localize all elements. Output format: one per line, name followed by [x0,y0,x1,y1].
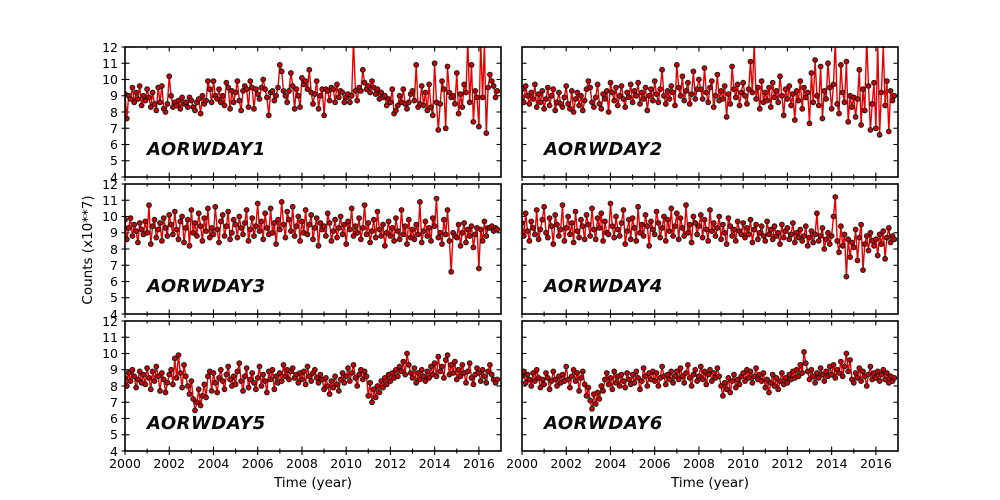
panel-label: AORWDAY5 [147,413,266,434]
panel-aorwday1 [121,46,502,181]
y-tick-label: 10 [102,209,118,224]
tick-marks [121,46,501,181]
x-tick-label: 2010 [330,456,363,471]
x-axis-label: Time (year) [274,475,352,491]
y-tick-label: 4 [110,169,118,185]
y-tick-label: 7 [110,257,118,273]
plot-area [521,183,899,318]
y-tick-label: 8 [110,378,118,394]
panel-aorwday5 [121,320,502,455]
y-tick-label: 5 [110,290,118,306]
y-tick-label: 4 [110,306,118,322]
y-tick-label: 6 [110,137,118,152]
x-tick-label: 2014 [815,456,848,471]
x-tick-label: 2000 [109,456,141,471]
y-tick-label: 4 [110,443,118,459]
data-series [125,350,501,414]
x-tick-label: 2012 [374,456,407,471]
data-series [522,47,898,138]
plot-area [121,320,502,455]
x-tick-label: 2008 [683,456,715,471]
panel-aorwday2 [521,46,899,181]
y-tick-label: 8 [110,241,118,257]
tick-marks [121,320,501,455]
x-tick-label: 2006 [638,456,671,471]
panel-label: AORWDAY1 [147,139,266,160]
data-points [522,194,898,280]
y-tick-label: 11 [102,55,118,71]
plot-area [121,183,502,318]
panel-aorwday4 [521,183,899,318]
y-tick-label: 9 [110,362,118,378]
data-points [125,195,501,275]
x-tick-label: 2002 [550,456,583,471]
y-tick-label: 8 [110,104,118,120]
data-points [522,349,898,412]
tick-marks [521,183,898,318]
data-series [522,349,898,412]
panel-aorwday3 [121,183,502,318]
x-tick-label: 2000 [506,456,538,471]
panel-label: AORWDAY6 [544,413,663,434]
y-tick-label: 9 [110,225,118,241]
x-tick-label: 2016 [462,456,495,471]
panel-label: AORWDAY2 [544,139,663,160]
y-tick-label: 5 [110,427,118,443]
y-tick-label: 10 [102,346,118,361]
x-tick-label: 2010 [727,456,760,471]
x-tick-label: 2004 [594,456,627,471]
x-tick-label: 2008 [286,456,318,471]
y-tick-label: 5 [110,153,118,169]
plot-area [121,46,502,181]
x-tick-label: 2006 [241,456,274,471]
x-tick-label: 2014 [418,456,451,471]
data-points [522,47,898,138]
panel-aorwday6 [521,320,899,455]
y-tick-label: 11 [102,329,118,345]
data-series [125,47,501,136]
y-tick-label: 7 [110,120,118,136]
y-tick-label: 7 [110,394,118,410]
y-tick-label: 6 [110,411,118,426]
y-tick-label: 12 [102,313,118,329]
data-points [125,350,501,414]
x-tick-label: 2004 [197,456,230,471]
tick-marks [121,183,501,318]
y-tick-label: 9 [110,88,118,104]
x-axis-label: Time (year) [671,475,749,491]
x-tick-label: 2016 [859,456,892,471]
panel-label: AORWDAY3 [147,276,266,297]
y-tick-label: 10 [102,72,118,87]
data-points [125,60,501,136]
data-series [522,194,898,280]
data-series [125,195,501,275]
y-tick-label: 12 [102,39,118,55]
y-tick-label: 12 [102,176,118,192]
y-tick-label: 11 [102,192,118,208]
plot-area [521,320,899,455]
x-tick-label: 2012 [771,456,804,471]
panel-label: AORWDAY4 [544,276,663,297]
plot-area [521,46,899,181]
x-tick-label: 2002 [153,456,186,471]
y-tick-label: 6 [110,274,118,289]
